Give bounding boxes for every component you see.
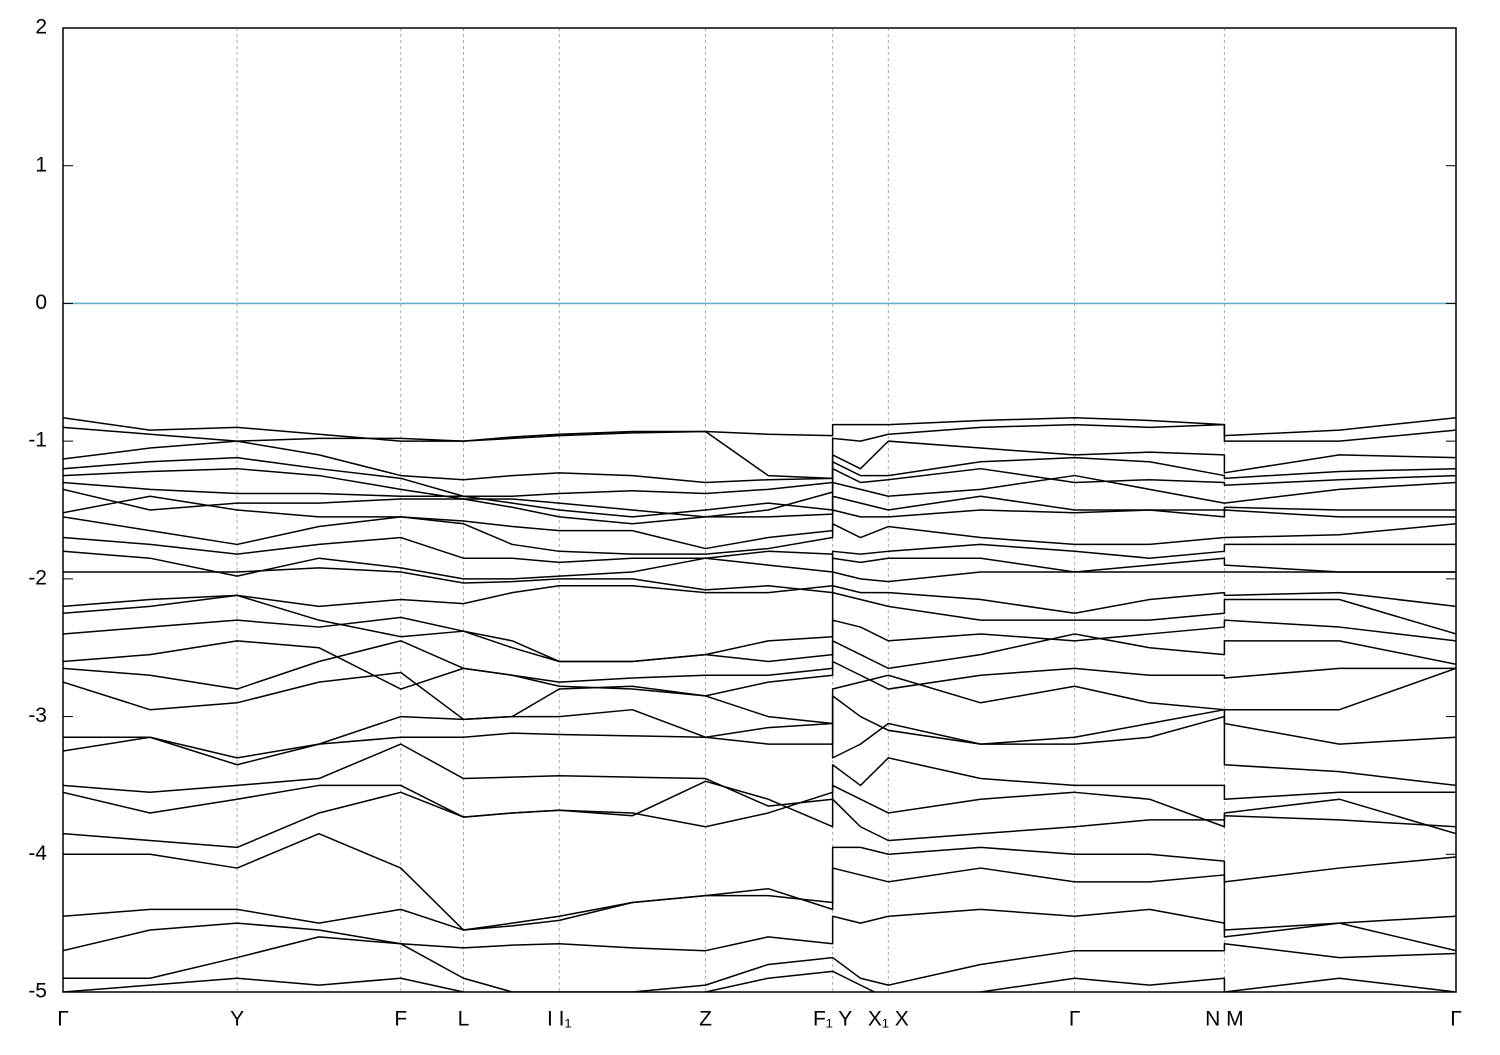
band-line (63, 567, 1456, 594)
band-line (63, 440, 1456, 484)
plot-frame (62, 27, 1457, 993)
x-tick-label: I I₁ (547, 1008, 572, 1031)
band-line (63, 936, 1456, 992)
band-line (63, 584, 1456, 615)
band-line (63, 550, 1456, 580)
band-line (63, 488, 1456, 525)
band-line (63, 667, 1456, 725)
x-tick-label: L (458, 1008, 470, 1031)
band-line (63, 633, 1456, 690)
band-line (63, 970, 1456, 992)
band-line (63, 456, 1456, 497)
x-tick-label: Γ (1069, 1008, 1081, 1031)
y-tick-label: -3 (28, 704, 47, 727)
band-line (63, 616, 1456, 663)
band-line (63, 867, 1456, 931)
x-tick-label: F (394, 1008, 407, 1031)
x-tick-label: F₁ Y (813, 1008, 852, 1031)
band-line (63, 495, 1456, 550)
x-tick-label: Γ (57, 1008, 69, 1031)
band-line (63, 708, 1456, 787)
y-tick-label: -2 (28, 566, 47, 589)
x-tick-label: X₁ X (868, 1008, 909, 1031)
band-line (63, 536, 1456, 573)
y-tick-label: 2 (35, 16, 47, 39)
band-line (63, 908, 1456, 952)
band-line (63, 423, 1456, 480)
x-tick-label: Y (230, 1008, 244, 1031)
tick-labels: -5 -4 -3 -2 -1 0 1 2 Γ Y F L I I₁ Z F₁ Y X₁ X Γ N M Γ (28, 16, 1461, 1031)
y-tick-label: -4 (28, 842, 47, 865)
band-line (63, 467, 1456, 518)
band-line (63, 591, 1456, 663)
y-tick-label: -5 (28, 980, 47, 1003)
y-tick-label: 1 (35, 153, 47, 176)
x-tick-label: N M (1205, 1008, 1244, 1031)
y-tick-label: 0 (35, 291, 47, 314)
band-line (63, 695, 1456, 759)
band-line (63, 474, 1456, 518)
x-tick-label: Z (699, 1008, 712, 1031)
band-line (63, 516, 1456, 555)
bands (63, 302, 1456, 992)
band-line (63, 640, 1456, 697)
band-line (63, 784, 1456, 835)
x-tick-label: Γ (1450, 1008, 1462, 1031)
band-line (63, 780, 1456, 849)
y-tick-label: -1 (28, 429, 47, 452)
